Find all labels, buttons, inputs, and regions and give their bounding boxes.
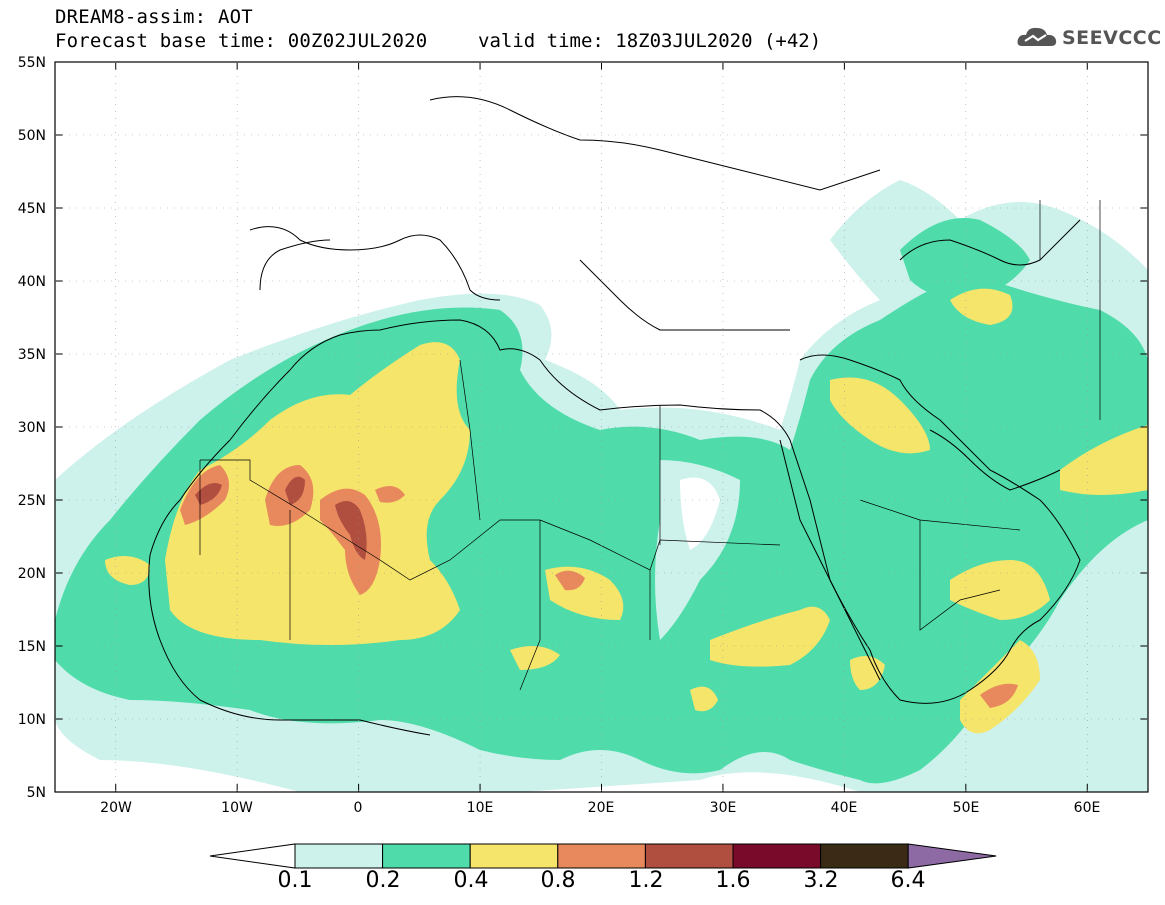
colorbar-segment <box>732 843 822 869</box>
lon-label-50e: 50E <box>952 800 980 816</box>
colorbar <box>209 843 997 869</box>
colorbar-label-6.4: 6.4 <box>890 868 926 893</box>
aot-0.8-region-hoggar <box>375 486 405 503</box>
aot-1.2-region-mauritania <box>195 482 222 505</box>
aot-0.2-region-west-cut <box>655 460 740 640</box>
lon-label-20w: 20W <box>100 800 132 816</box>
coastlines <box>148 96 1081 736</box>
cloud-icon <box>1017 27 1057 46</box>
lat-label-35n: 35N <box>17 347 46 363</box>
lat-label-30n: 30N <box>17 420 46 436</box>
lon-label-30e: 30E <box>709 800 737 816</box>
lat-label-15n: 15N <box>17 639 46 655</box>
colorbar-label-0.1: 0.1 <box>277 868 313 893</box>
colorbar-segment <box>820 843 909 869</box>
colorbar-segment <box>382 843 471 869</box>
lon-label-10w: 10W <box>221 800 253 816</box>
lat-label-20n: 20N <box>17 566 46 582</box>
country-borders <box>199 200 1101 691</box>
lat-label-10n: 10N <box>17 712 46 728</box>
lon-label-10e: 10E <box>466 800 494 816</box>
lon-label-60e: 60E <box>1073 800 1101 816</box>
aot-0.4-region-sudan <box>710 606 830 667</box>
colorbar-label-1.6: 1.6 <box>715 868 751 893</box>
colorbar-label-0.4: 0.4 <box>453 868 489 893</box>
valid-time: valid time: 18Z03JUL2020 (+42) <box>478 30 822 52</box>
aot-0.8-region-chad <box>555 570 585 591</box>
aot-field <box>55 180 1148 792</box>
lat-label-25n: 25N <box>17 493 46 509</box>
aot-0.4-region-nigeria <box>510 646 560 670</box>
colorbar-segment <box>557 843 646 869</box>
aot-1.2-region-mali <box>285 476 305 505</box>
lon-label-40e: 40E <box>830 800 858 816</box>
colorbar-under-triangle <box>209 843 296 869</box>
aot-0.4-region-caspian <box>950 288 1013 325</box>
grid-lines <box>55 62 1148 792</box>
lat-label-40n: 40N <box>17 274 46 290</box>
aot-0.4-region-arabia <box>830 377 930 454</box>
aot-0.2-region-caspian <box>900 218 1030 300</box>
colorbar-label-3.2: 3.2 <box>803 868 839 893</box>
logo-text: SEEVCCC <box>1062 27 1162 49</box>
aot-0.8-region-somalia <box>980 683 1018 708</box>
colorbar-label-0.2: 0.2 <box>365 868 401 893</box>
colorbar-segment <box>469 843 559 869</box>
lon-label-20e: 20E <box>587 800 615 816</box>
aot-0.1-region-clear <box>680 477 720 550</box>
forecast-base-time: Forecast base time: 00Z02JUL2020 <box>55 30 428 52</box>
lat-label-50n: 50N <box>17 128 46 144</box>
aot-0.4-region-redsea <box>850 656 885 690</box>
lat-label-5n: 5N <box>26 785 46 801</box>
colorbar-label-1.2: 1.2 <box>628 868 664 893</box>
lon-label-0: 0 <box>353 800 363 816</box>
colorbar-label-0.8: 0.8 <box>540 868 576 893</box>
aot-0.4-region-sudan2 <box>690 686 718 712</box>
lat-label-45n: 45N <box>17 201 46 217</box>
lat-label-55n: 55N <box>17 55 46 71</box>
seevccc-logo <box>1017 27 1057 46</box>
colorbar-segment <box>644 843 734 869</box>
map-title: DREAM8-assim: AOT <box>55 6 253 28</box>
colorbar-over-triangle <box>907 843 997 869</box>
aot-0.4-region-senegal <box>105 556 150 585</box>
colorbar-segment <box>294 843 384 869</box>
aot-0.4-region-iran <box>1060 425 1148 495</box>
